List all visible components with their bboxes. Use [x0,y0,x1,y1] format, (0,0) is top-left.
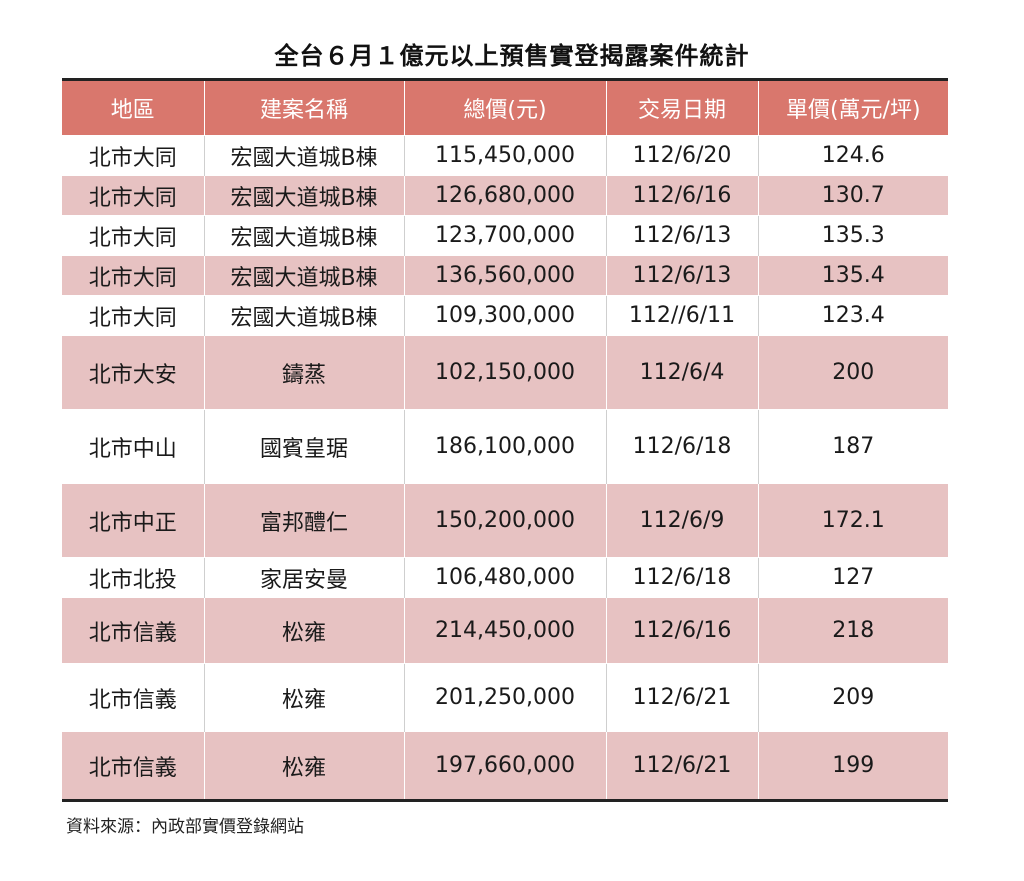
table-row: 北市大同 宏國大道城B棟 123,700,000 112/6/13 135.3 [62,215,948,256]
presale-table: 地區 建案名稱 總價(元) 交易日期 單價(萬元/坪) 北市大同 宏國大道城B棟… [62,78,948,802]
project-cell: 松雍 [203,663,404,732]
table-row: 北市大安 鑄蒸 102,150,000 112/6/4 200 [62,335,948,410]
table-row: 北市信義 松雍 201,250,000 112/6/21 209 [62,663,948,732]
district-cell: 北市大安 [62,335,204,410]
project-cell: 家居安曼 [203,557,404,598]
unit-price-cell: 172.1 [757,483,948,558]
unit-price-cell: 199 [757,731,948,801]
source-note: 資料來源：內政部實價登錄網站 [66,817,304,837]
table-row: 北市大同 宏國大道城B棟 115,450,000 112/6/20 124.6 [62,135,948,176]
district-cell: 北市大同 [62,215,204,256]
project-cell: 宏國大道城B棟 [203,255,404,296]
column-header-unit-price: 單價(萬元/坪) [757,79,948,136]
unit-price-cell: 135.4 [757,255,948,296]
column-header-date: 交易日期 [605,79,758,136]
date-cell: 112/6/18 [605,409,758,484]
date-cell: 112//6/11 [605,295,758,336]
date-cell: 112/6/13 [605,215,758,256]
date-cell: 112/6/16 [605,175,758,216]
table-row: 北市北投 家居安曼 106,480,000 112/6/18 127 [62,557,948,598]
project-cell: 松雍 [203,597,404,664]
date-cell: 112/6/16 [605,597,758,664]
project-cell: 國賓皇琚 [203,409,404,484]
date-cell: 112/6/4 [605,335,758,410]
district-cell: 北市信義 [62,731,204,801]
district-cell: 北市大同 [62,175,204,216]
table-header-row: 地區 建案名稱 總價(元) 交易日期 單價(萬元/坪) [62,79,948,136]
unit-price-cell: 209 [757,663,948,732]
date-cell: 112/6/9 [605,483,758,558]
unit-price-cell: 123.4 [757,295,948,336]
project-cell: 鑄蒸 [203,335,404,410]
district-cell: 北市信義 [62,597,204,664]
unit-price-cell: 127 [757,557,948,598]
table-row: 北市信義 松雍 197,660,000 112/6/21 199 [62,731,948,801]
total-price-cell: 123,700,000 [403,215,606,256]
date-cell: 112/6/20 [605,135,758,176]
unit-price-cell: 200 [757,335,948,410]
total-price-cell: 197,660,000 [403,731,606,801]
table-row: 北市中山 國賓皇琚 186,100,000 112/6/18 187 [62,409,948,484]
unit-price-cell: 124.6 [757,135,948,176]
unit-price-cell: 187 [757,409,948,484]
project-cell: 宏國大道城B棟 [203,295,404,336]
table-row: 北市大同 宏國大道城B棟 136,560,000 112/6/13 135.4 [62,255,948,296]
district-cell: 北市中山 [62,409,204,484]
date-cell: 112/6/21 [605,663,758,732]
district-cell: 北市北投 [62,557,204,598]
date-cell: 112/6/21 [605,731,758,801]
district-cell: 北市信義 [62,663,204,732]
project-cell: 宏國大道城B棟 [203,175,404,216]
project-cell: 宏國大道城B棟 [203,215,404,256]
total-price-cell: 115,450,000 [403,135,606,176]
total-price-cell: 126,680,000 [403,175,606,216]
table-row: 北市大同 宏國大道城B棟 109,300,000 112//6/11 123.4 [62,295,948,336]
project-cell: 宏國大道城B棟 [203,135,404,176]
district-cell: 北市大同 [62,295,204,336]
date-cell: 112/6/13 [605,255,758,296]
project-cell: 松雍 [203,731,404,801]
unit-price-cell: 218 [757,597,948,664]
total-price-cell: 201,250,000 [403,663,606,732]
total-price-cell: 150,200,000 [403,483,606,558]
total-price-cell: 106,480,000 [403,557,606,598]
table-row: 北市信義 松雍 214,450,000 112/6/16 218 [62,597,948,664]
unit-price-cell: 135.3 [757,215,948,256]
unit-price-cell: 130.7 [757,175,948,216]
column-header-project: 建案名稱 [203,79,404,136]
total-price-cell: 109,300,000 [403,295,606,336]
total-price-cell: 136,560,000 [403,255,606,296]
column-header-district: 地區 [62,79,204,136]
table-row: 北市中正 富邦醴仁 150,200,000 112/6/9 172.1 [62,483,948,558]
table-row: 北市大同 宏國大道城B棟 126,680,000 112/6/16 130.7 [62,175,948,216]
district-cell: 北市大同 [62,135,204,176]
total-price-cell: 214,450,000 [403,597,606,664]
project-cell: 富邦醴仁 [203,483,404,558]
district-cell: 北市大同 [62,255,204,296]
column-header-total-price: 總價(元) [403,79,606,136]
total-price-cell: 102,150,000 [403,335,606,410]
page-title: 全台６月１億元以上預售實登揭露案件統計 [274,42,750,70]
date-cell: 112/6/18 [605,557,758,598]
district-cell: 北市中正 [62,483,204,558]
total-price-cell: 186,100,000 [403,409,606,484]
